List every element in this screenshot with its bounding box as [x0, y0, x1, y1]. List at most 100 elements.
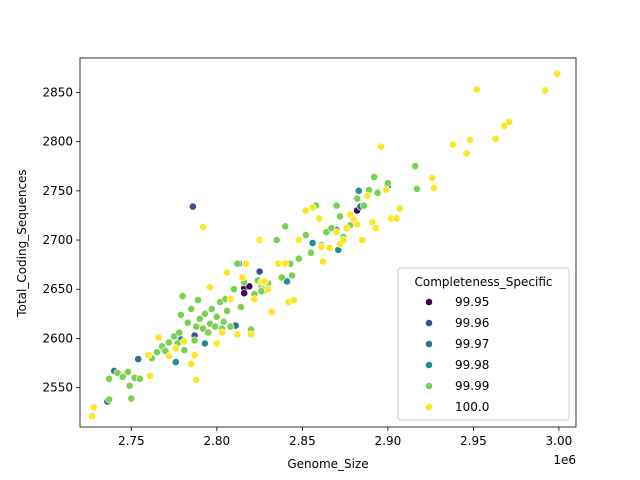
x-tick-label: 2.85: [289, 434, 316, 448]
data-point: [212, 312, 221, 321]
data-point: [358, 236, 367, 244]
data-point: [373, 188, 382, 197]
data-point: [229, 285, 238, 294]
data-point: [317, 242, 326, 251]
data-point: [164, 338, 173, 347]
data-point: [339, 236, 348, 244]
data-point: [211, 322, 219, 331]
data-point: [223, 268, 231, 277]
data-point: [272, 236, 281, 244]
data-point: [359, 201, 368, 210]
legend-marker: [425, 361, 433, 369]
data-point: [219, 317, 228, 326]
data-point: [144, 351, 153, 360]
data-point: [192, 322, 201, 331]
data-point: [226, 322, 235, 331]
legend-entries: 99.95 99.96 99.97 99.98 99.99 100.0: [425, 295, 489, 414]
data-point: [289, 296, 298, 304]
data-point: [127, 394, 136, 403]
data-point: [371, 224, 380, 233]
data-points: [88, 69, 562, 421]
data-point: [462, 149, 471, 158]
data-point: [153, 348, 161, 357]
data-point: [283, 277, 291, 286]
legend-label: 99.95: [455, 295, 489, 309]
data-point: [255, 236, 264, 244]
data-point: [154, 333, 163, 342]
data-point: [105, 374, 113, 383]
x-axis-offset-label: 1e6: [553, 453, 576, 467]
data-point: [206, 283, 214, 292]
data-point: [134, 355, 143, 363]
data-point: [505, 118, 514, 126]
data-point: [194, 296, 202, 304]
data-point: [277, 273, 286, 282]
legend-marker: [425, 382, 433, 390]
data-point: [199, 223, 207, 232]
data-point: [200, 309, 209, 318]
data-point: [187, 304, 196, 313]
data-point: [395, 204, 404, 213]
x-tick-label: 2.95: [460, 434, 487, 448]
data-point: [204, 328, 213, 337]
data-point: [294, 236, 303, 244]
data-point: [171, 344, 180, 353]
data-point: [318, 257, 327, 266]
data-point: [187, 360, 196, 368]
data-point: [250, 295, 259, 303]
data-point: [336, 212, 344, 221]
data-point: [411, 162, 420, 171]
data-point: [466, 135, 474, 144]
data-point: [500, 122, 509, 130]
data-point: [238, 273, 247, 282]
data-point: [223, 306, 231, 315]
legend-box: [397, 267, 570, 421]
plot-frame: [79, 57, 577, 428]
legend-marker: [425, 319, 433, 327]
data-point: [180, 346, 189, 355]
data-point: [281, 259, 290, 268]
data-point: [553, 69, 562, 78]
legend-marker: [425, 340, 433, 348]
legend-marker: [425, 298, 433, 306]
data-point: [188, 202, 197, 211]
y-axis-ticks: 2550 2600 2650 2700 2750 2800 2850: [42, 85, 80, 395]
data-point: [541, 86, 550, 95]
legend-label: 99.96: [455, 316, 489, 330]
x-axis-label: Genome_Size: [287, 457, 368, 471]
data-point: [236, 303, 245, 311]
x-tick-label: 2.80: [203, 434, 230, 448]
data-point: [218, 328, 226, 337]
data-point: [392, 214, 401, 223]
data-point: [363, 191, 372, 200]
data-point: [353, 194, 361, 203]
data-point: [199, 324, 207, 333]
data-point: [247, 330, 255, 339]
y-axis-label: Total_Coding_Sequences: [15, 169, 29, 317]
legend: Completeness_Specific 99.9599.9699.9799.…: [397, 267, 570, 421]
data-point: [146, 371, 154, 380]
data-point: [382, 185, 391, 194]
data-point: [491, 134, 500, 143]
x-tick-label: 2.90: [375, 434, 402, 448]
data-point: [332, 201, 341, 210]
x-tick-label: 3.00: [546, 434, 573, 448]
data-point: [353, 220, 361, 229]
y-tick-label: 2600: [42, 331, 73, 345]
y-tick-label: 2850: [42, 85, 73, 99]
data-point: [308, 203, 317, 212]
data-point: [332, 228, 341, 237]
data-point: [428, 174, 437, 182]
data-point: [164, 352, 173, 361]
data-point: [212, 339, 221, 348]
data-point: [176, 310, 185, 319]
data-point: [245, 282, 254, 291]
data-point: [207, 304, 216, 313]
data-point: [301, 206, 310, 215]
data-point: [190, 351, 199, 360]
data-point: [325, 243, 334, 252]
y-tick-label: 2550: [42, 381, 73, 395]
legend-label: 99.99: [455, 379, 489, 393]
y-tick-label: 2650: [42, 282, 73, 296]
